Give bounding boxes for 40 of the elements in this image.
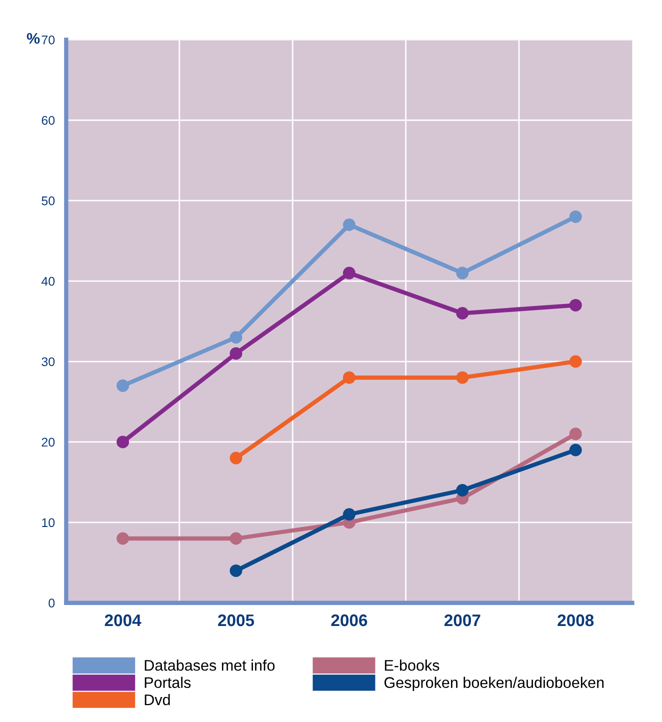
- y-tick-label: 70: [42, 36, 55, 44]
- legend-label: E-books: [384, 660, 440, 671]
- y-tick-label: 50: [42, 196, 55, 206]
- point: [569, 210, 582, 223]
- point: [230, 331, 242, 344]
- point: [569, 298, 582, 312]
- y-tick-label: 30: [42, 357, 55, 366]
- point: [569, 428, 582, 440]
- legend-label: Databases met info: [144, 660, 275, 671]
- point: [456, 306, 469, 320]
- point: [116, 532, 130, 545]
- point: [230, 452, 242, 464]
- point: [230, 564, 242, 577]
- legend-label: Portals: [144, 676, 191, 688]
- y-tick-label: 40: [41, 276, 55, 286]
- point: [342, 371, 356, 384]
- point: [456, 484, 469, 496]
- x-tick-label: 2006: [331, 614, 368, 626]
- y-tick-label: 10: [42, 518, 55, 528]
- point: [456, 371, 469, 384]
- y-axis-title: %: [26, 33, 40, 44]
- point: [342, 266, 356, 280]
- point: [342, 218, 356, 231]
- point: [230, 532, 242, 545]
- point: [569, 355, 582, 368]
- x-tick-label: 2008: [558, 614, 594, 626]
- y-tick-label: 0: [48, 598, 55, 608]
- point: [230, 347, 242, 360]
- point: [116, 436, 130, 448]
- point: [456, 266, 469, 280]
- y-tick-label: 20: [42, 438, 55, 447]
- point: [116, 379, 130, 392]
- point: [569, 444, 582, 456]
- x-tick-label: 2004: [104, 614, 142, 626]
- point: [342, 508, 356, 521]
- legend-label: Dvd: [144, 694, 170, 706]
- y-tick-label: 60: [42, 116, 55, 125]
- legend-label: Gesproken boeken/audioboeken: [384, 676, 604, 692]
- x-tick-label: 2007: [444, 614, 480, 626]
- x-tick-label: 2005: [218, 614, 254, 626]
